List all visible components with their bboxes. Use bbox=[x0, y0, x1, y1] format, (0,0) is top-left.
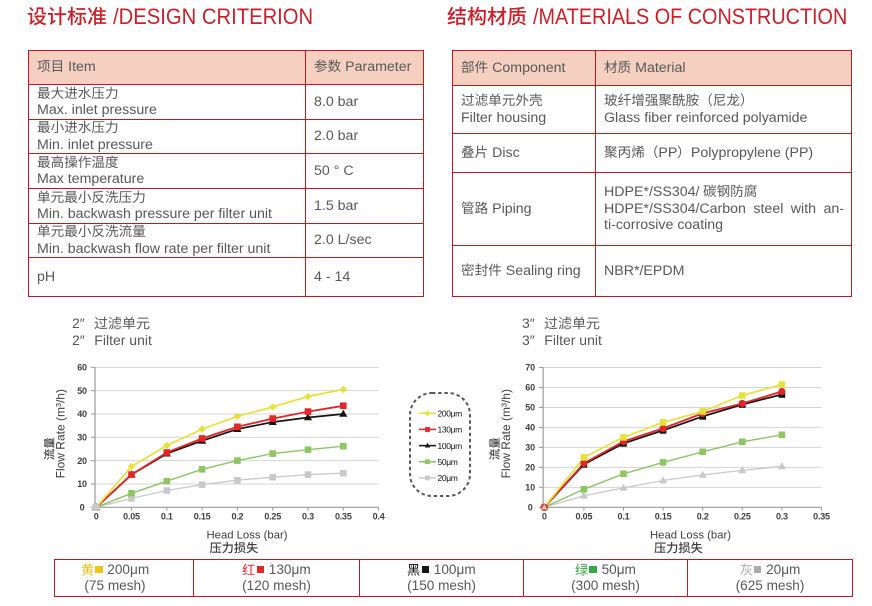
svg-text:0.4: 0.4 bbox=[373, 512, 385, 522]
svg-text:Flow Rate (m³/h): Flow Rate (m³/h) bbox=[499, 389, 513, 478]
svg-text:20μm: 20μm bbox=[438, 473, 458, 483]
svg-text:0.25: 0.25 bbox=[264, 512, 281, 522]
svg-text:10: 10 bbox=[77, 479, 87, 489]
svg-text:20: 20 bbox=[525, 463, 535, 473]
svg-text:0.2: 0.2 bbox=[697, 512, 709, 522]
svg-text:0.15: 0.15 bbox=[194, 512, 211, 522]
svg-text:0: 0 bbox=[94, 512, 99, 522]
svg-text:10: 10 bbox=[525, 483, 535, 493]
svg-text:50: 50 bbox=[77, 386, 87, 396]
svg-text:0.1: 0.1 bbox=[161, 512, 173, 522]
svg-text:Flow Rate (m³/h): Flow Rate (m³/h) bbox=[54, 389, 68, 478]
svg-text:130μm: 130μm bbox=[438, 425, 463, 435]
svg-text:0.1: 0.1 bbox=[618, 512, 630, 522]
svg-text:0.3: 0.3 bbox=[302, 512, 314, 522]
svg-text:0.3: 0.3 bbox=[776, 512, 788, 522]
svg-text:200μm: 200μm bbox=[438, 409, 463, 419]
svg-text:Head Loss (bar): Head Loss (bar) bbox=[650, 529, 731, 541]
svg-text:0: 0 bbox=[528, 503, 533, 513]
svg-text:70: 70 bbox=[525, 363, 535, 373]
svg-text:0.05: 0.05 bbox=[123, 512, 140, 522]
svg-text:Head Loss (bar): Head Loss (bar) bbox=[207, 529, 288, 541]
svg-text:50: 50 bbox=[525, 403, 535, 413]
svg-text:30: 30 bbox=[77, 433, 87, 443]
svg-text:40: 40 bbox=[525, 423, 535, 433]
svg-text:100μm: 100μm bbox=[438, 441, 463, 451]
svg-text:0.35: 0.35 bbox=[335, 512, 352, 522]
svg-text:60: 60 bbox=[525, 383, 535, 393]
svg-text:0.35: 0.35 bbox=[813, 512, 830, 522]
svg-text:20: 20 bbox=[77, 456, 87, 466]
svg-text:0.25: 0.25 bbox=[734, 512, 751, 522]
svg-text:30: 30 bbox=[525, 443, 535, 453]
svg-text:0.05: 0.05 bbox=[576, 512, 593, 522]
svg-text:0.15: 0.15 bbox=[655, 512, 672, 522]
svg-text:50μm: 50μm bbox=[438, 457, 458, 467]
svg-text:0.2: 0.2 bbox=[231, 512, 243, 522]
svg-text:40: 40 bbox=[77, 409, 87, 419]
svg-text:0: 0 bbox=[80, 503, 85, 513]
svg-text:0: 0 bbox=[542, 512, 547, 522]
svg-text:60: 60 bbox=[77, 363, 87, 373]
